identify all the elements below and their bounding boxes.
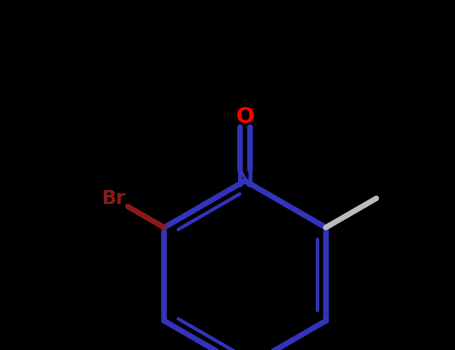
Text: N: N (236, 171, 254, 191)
Text: O: O (236, 107, 254, 127)
Text: Br: Br (101, 189, 126, 208)
